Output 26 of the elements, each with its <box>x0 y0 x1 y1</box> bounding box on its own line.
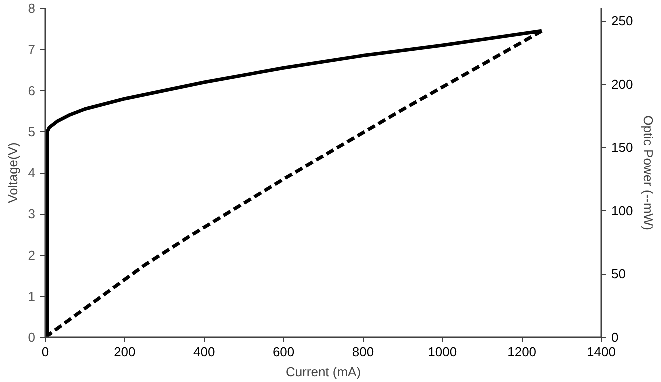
x-tick-label: 1200 <box>508 344 537 360</box>
x-tick-label: 400 <box>194 344 216 360</box>
y2-tick-label: 100 <box>612 203 634 218</box>
x-tick-label: 200 <box>114 344 136 360</box>
x-tick-label: 1400 <box>587 344 616 360</box>
y-tick-label: 5 <box>28 124 36 140</box>
x-tick-label: 0 <box>42 344 50 360</box>
y2-tick-label: 0 <box>612 330 619 345</box>
y-tick-label: 1 <box>28 288 36 304</box>
y2-axis-title: Optic Power (--mW) <box>641 116 656 230</box>
y-tick-label: 3 <box>28 206 36 222</box>
y2-tick-label: 150 <box>612 140 634 156</box>
y-tick-label: 2 <box>28 248 36 263</box>
y-tick-label: 7 <box>28 42 36 58</box>
y2-tick-label: 200 <box>612 76 634 92</box>
y-tick-label: 0 <box>28 330 36 345</box>
y2-tick-label: 50 <box>612 266 626 282</box>
y-tick-label: 8 <box>28 1 36 16</box>
y-tick-label: 6 <box>28 83 36 98</box>
x-axis-title: Current (mA) <box>286 364 362 380</box>
y2-tick-label: 250 <box>612 14 634 29</box>
x-tick-label: 800 <box>352 344 374 360</box>
x-tick-label: 600 <box>272 344 295 360</box>
y-axis-title: Voltage(V) <box>5 142 20 204</box>
x-tick-label: 1000 <box>428 344 458 360</box>
y-tick-label: 4 <box>28 166 36 180</box>
